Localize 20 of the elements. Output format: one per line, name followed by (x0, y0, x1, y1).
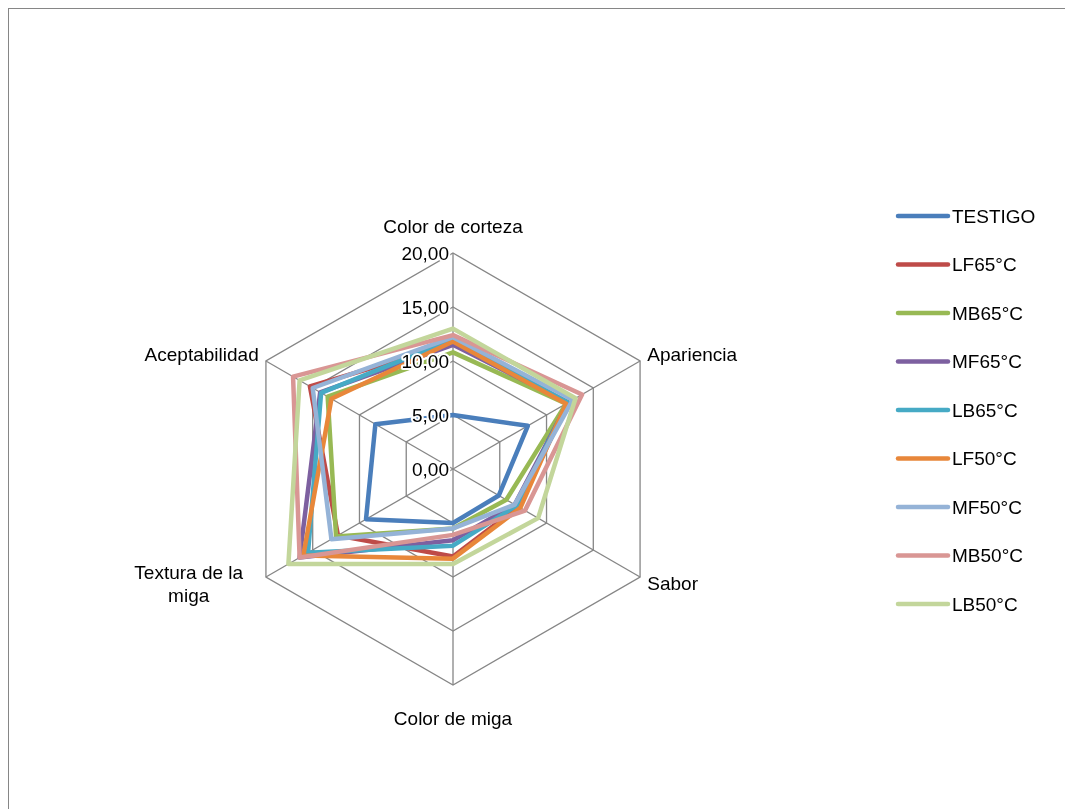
legend-label: MF65°C (952, 351, 1022, 373)
spoke-label: Sabor (647, 573, 699, 595)
legend-label: LB65°C (952, 399, 1018, 421)
y-tick-label: 15,00 (401, 296, 449, 318)
spoke-label: Color de miga (393, 707, 513, 729)
legend-label: LF50°C (952, 448, 1017, 470)
y-tick-label: 20,00 (401, 242, 449, 264)
legend-label: TESTIGO (952, 205, 1036, 227)
y-tick-label: 10,00 (401, 350, 449, 372)
legend-label: MB50°C (952, 545, 1023, 567)
legend-label: MB65°C (952, 302, 1023, 324)
legend-label: LB50°C (952, 593, 1018, 615)
y-tick-label: 5,00 (412, 404, 449, 426)
y-tick-label: 0,00 (412, 458, 449, 480)
legend-label: LF65°C (952, 254, 1017, 276)
legend-label: MF50°C (952, 496, 1022, 518)
spoke-label: Textura de la miga (134, 561, 244, 606)
spoke-label: Aceptabilidad (144, 344, 259, 366)
spoke-label: Color de corteza (383, 215, 524, 237)
spoke-label: Apariencia (647, 344, 738, 366)
